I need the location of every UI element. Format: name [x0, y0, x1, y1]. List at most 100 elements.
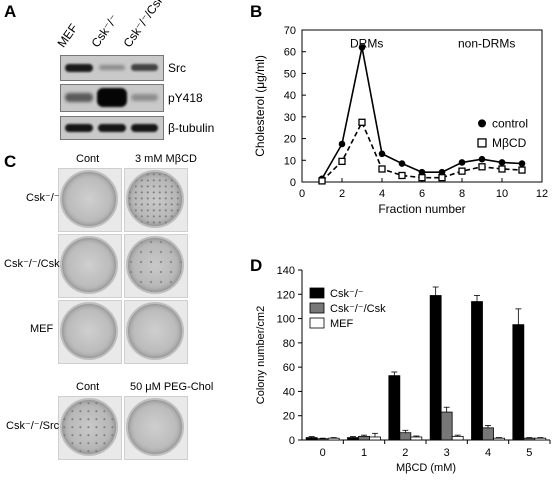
data-point [318, 177, 326, 185]
panel-d-chart: 0 20 40 60 80 100 120 140 0 1 2 3 4 5 MβCD (mM) Colony … [255, 265, 551, 474]
blot-py418 [60, 84, 164, 112]
bar [388, 375, 401, 441]
blot-label-py418: pY418 [168, 91, 203, 105]
x-tick-label: 0 [320, 447, 326, 459]
y-tick-label: 0 [290, 177, 296, 189]
series-line-0 [321, 47, 523, 180]
x-tick-label: 8 [459, 188, 465, 200]
data-point [338, 157, 346, 166]
y-axis-label: Colony number/cm2 [255, 306, 267, 404]
panel-letter-c: C [4, 152, 17, 171]
bar [327, 437, 340, 441]
bar [347, 437, 359, 441]
data-point [438, 174, 446, 182]
col-header-mbcd: 3 mM MβCD [135, 153, 197, 165]
row-label-csk-ko: Csk⁻/⁻ [26, 192, 60, 204]
dish-csk-ko-src-cont [60, 398, 118, 456]
lane-label-csk-ko-csk: Csk⁻/⁻/Csk [120, 0, 167, 51]
data-point [358, 118, 366, 126]
x-tick-label: 6 [419, 188, 425, 200]
y-tick-label: 0 [289, 435, 295, 447]
data-point [378, 165, 386, 173]
data-point [338, 140, 346, 148]
legend-swatch [309, 287, 325, 299]
y-tick-label: 120 [277, 289, 295, 301]
data-point [398, 160, 406, 167]
bar [358, 435, 370, 441]
y-tick-label: 100 [277, 314, 295, 326]
bar [523, 437, 536, 441]
legend-swatch [309, 317, 325, 329]
y-tick-label: 20 [284, 134, 296, 146]
legend-label: Csk⁻/⁻/Csk [330, 303, 386, 315]
annotation-non-drms: non-DRMs [458, 36, 515, 50]
x-tick-label: 3 [444, 447, 450, 459]
bar [440, 411, 453, 441]
data-point [418, 168, 426, 176]
y-tick-label: 40 [283, 386, 295, 398]
legend-label-control: control [492, 116, 528, 130]
y-tick-label: 50 [284, 68, 296, 80]
legend-label-mbcd: MβCD [492, 136, 527, 150]
col-header-cont: Cont [76, 153, 100, 165]
data-point [518, 160, 526, 167]
y-tick-label: 70 [284, 25, 296, 37]
x-axis-label: MβCD (mM) [396, 462, 456, 474]
legend-swatch [309, 302, 325, 314]
data-point [358, 44, 366, 51]
data-point [378, 150, 386, 158]
x-tick-label: 10 [496, 188, 508, 200]
row-label-mef: MEF [30, 323, 54, 335]
dish-mef-mbcd [126, 302, 184, 360]
legend-label: MEF [330, 318, 354, 330]
y-tick-label: 60 [284, 47, 296, 59]
blot-beta-tubulin [60, 116, 164, 140]
dish-csk-ko-mbcd [126, 170, 184, 228]
panel-b-chart: 0 10 20 30 40 50 60 70 0 2 4 6 8 10 12 Fraction number C… [253, 25, 548, 216]
panel-letter-d: D [250, 256, 263, 275]
data-point [438, 168, 446, 176]
data-point [458, 159, 466, 166]
data-point [398, 171, 406, 180]
x-tick-label: 2 [402, 447, 408, 459]
bar [471, 301, 483, 441]
dish-csk-ko-csk-cont [60, 236, 118, 294]
legend-marker-control [478, 119, 486, 128]
row-label-csk-ko-src: Csk⁻/⁻/Src [6, 420, 60, 432]
y-tick-label: 140 [277, 265, 295, 277]
y-tick-label: 10 [284, 155, 296, 167]
panel-letter-b: B [250, 2, 263, 21]
bar [482, 427, 494, 441]
row-label-csk-ko-csk: Csk⁻/⁻/Csk [4, 258, 60, 270]
col-header-peg-chol: 50 μM PEG-Chol [130, 381, 214, 393]
bar [305, 437, 318, 441]
data-point [418, 174, 426, 182]
bar [410, 436, 423, 441]
x-tick-label: 4 [485, 447, 491, 459]
plot-frame [301, 29, 543, 183]
data-point [518, 166, 526, 174]
y-tick-label: 20 [283, 411, 295, 423]
y-tick-label: 40 [284, 90, 296, 102]
x-axis-label: Fraction number [378, 202, 465, 216]
data-point [478, 155, 486, 163]
x-tick-label: 5 [526, 447, 532, 459]
x-tick-label: 4 [379, 188, 385, 200]
y-tick-label: 60 [283, 362, 295, 374]
dish-csk-ko-cont [60, 170, 118, 228]
bar [369, 436, 381, 441]
bar [451, 435, 464, 441]
y-tick-label: 30 [284, 112, 296, 124]
bar [534, 437, 547, 441]
bar [399, 432, 412, 441]
bar [512, 324, 525, 441]
dish-csk-ko-src-peg [126, 398, 184, 456]
col-header-cont-2: Cont [76, 381, 100, 393]
x-tick-label: 2 [339, 188, 345, 200]
legend-marker-mbcd [477, 138, 487, 148]
dish-mef-cont [60, 302, 118, 360]
legend-label: Csk⁻/⁻ [330, 288, 364, 300]
bar [493, 437, 505, 441]
blot-src [60, 55, 164, 81]
blot-label-beta-tubulin: β-tubulin [168, 121, 215, 135]
